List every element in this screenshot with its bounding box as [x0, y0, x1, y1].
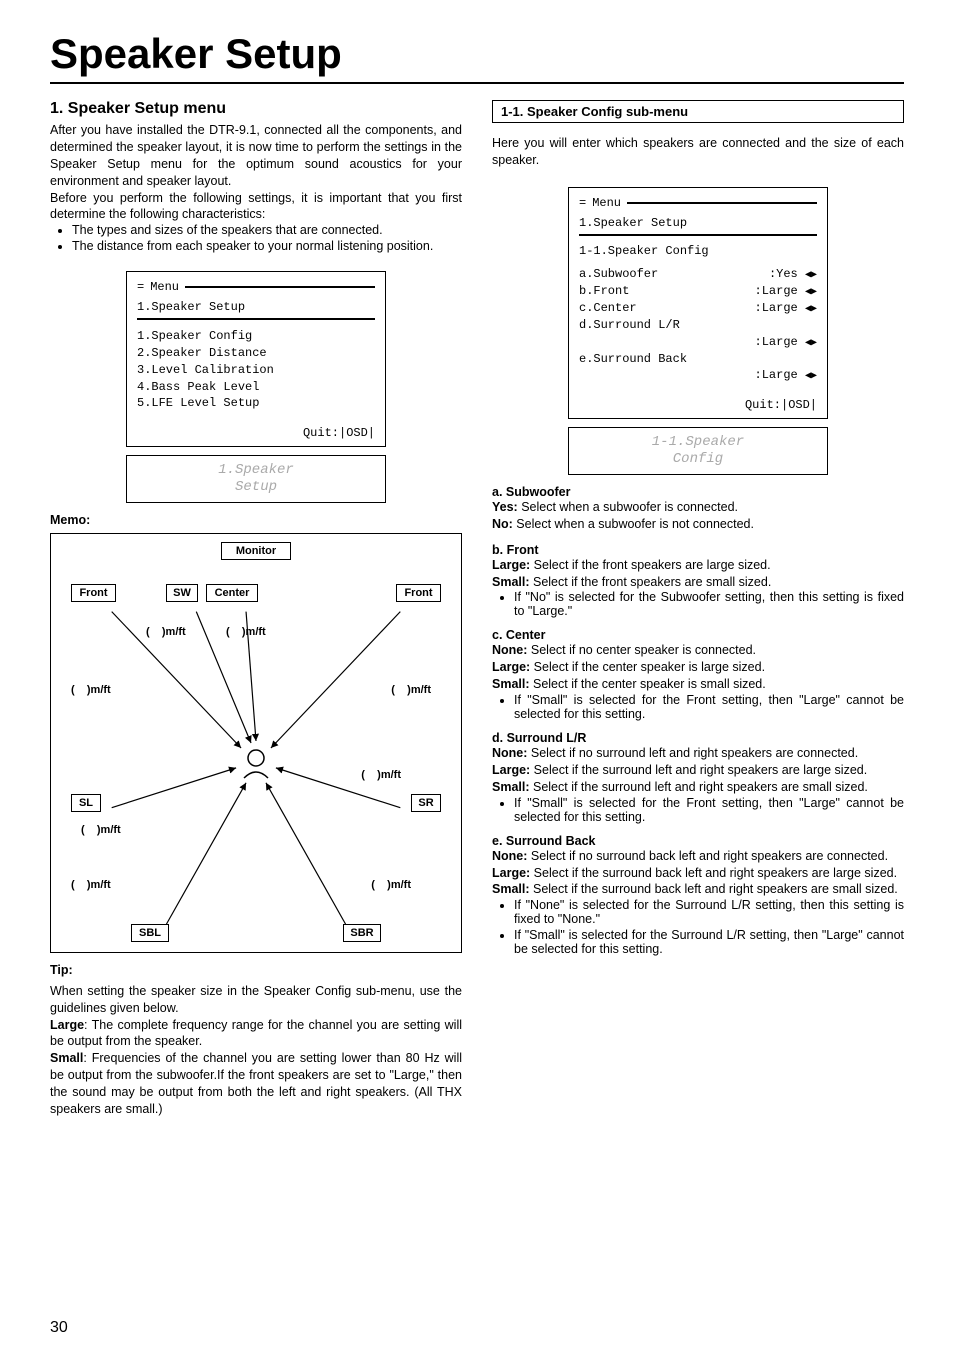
bullet: The distance from each speaker to your n… — [72, 239, 462, 253]
right-intro: Here you will enter which speakers are c… — [492, 135, 904, 169]
osd-setup-label: 1.Speaker Setup — [137, 300, 375, 320]
note: If "Small" is selected for the Surround … — [514, 928, 904, 956]
osd-row-label: a.Subwoofer — [579, 266, 658, 283]
osd-item: 4.Bass Peak Level — [137, 379, 375, 396]
osd-menu-label: Menu — [592, 196, 621, 210]
tip-large: Large: The complete frequency range for … — [50, 1017, 462, 1051]
lcd-line: Setup — [137, 479, 375, 496]
osd-row-label: e.Surround Back — [579, 351, 687, 368]
tip-intro: When setting the speaker size in the Spe… — [50, 983, 462, 1017]
osd-row-label: d.Surround L/R — [579, 317, 680, 334]
diagram-unit: ( )m/ft — [371, 879, 411, 891]
osd-item: 2.Speaker Distance — [137, 345, 375, 362]
param-c: c. Center None: Select if no center spea… — [492, 628, 904, 721]
note: If "Small" is selected for the Front set… — [514, 693, 904, 721]
diagram-unit: ( )m/ft — [71, 879, 111, 891]
osd-row-label: b.Front — [579, 283, 629, 300]
osd-row-label: c.Center — [579, 300, 637, 317]
lcd-line: 1.Speaker — [137, 462, 375, 479]
intro-2: Before you perform the following setting… — [50, 190, 462, 224]
osd-menu-label: Menu — [150, 280, 179, 294]
lcd-line: Config — [579, 451, 817, 468]
speaker-diagram: Monitor Front SW Center Front SL SR SBL … — [50, 533, 462, 953]
diagram-unit: ( )m/ft — [71, 684, 111, 696]
diagram-unit: ( )m/ft — [391, 684, 431, 696]
osd-item: 1.Speaker Config — [137, 328, 375, 345]
osd-item: 5.LFE Level Setup — [137, 395, 375, 412]
diagram-unit: ( )m/ft — [146, 626, 186, 638]
left-column: 1. Speaker Setup menu After you have ins… — [50, 100, 462, 1118]
diagram-unit: ( )m/ft — [81, 824, 121, 836]
memo-label: Memo: — [50, 513, 462, 527]
osd-item: 3.Level Calibration — [137, 362, 375, 379]
param-e: e. Surround Back None: Select if no surr… — [492, 834, 904, 957]
note: If "Small" is selected for the Front set… — [514, 796, 904, 824]
param-d: d. Surround L/R None: Select if no surro… — [492, 731, 904, 824]
tip-small: Small: Frequencies of the channel you ar… — [50, 1050, 462, 1118]
lcd-display: 1.Speaker Setup — [126, 455, 386, 503]
param-a: a. Subwoofer Yes: Select when a subwoofe… — [492, 485, 904, 533]
tip-label: Tip: — [50, 963, 462, 977]
intro-1: After you have installed the DTR-9.1, co… — [50, 122, 462, 190]
diagram-unit: ( )m/ft — [226, 626, 266, 638]
sub-title: 1-1. Speaker Config sub-menu — [492, 100, 904, 123]
osd-quit: Quit:|OSD| — [137, 426, 375, 440]
page-title: Speaker Setup — [50, 30, 904, 84]
note: If "No" is selected for the Subwoofer se… — [514, 590, 904, 618]
osd-setup-label: 1.Speaker Setup — [579, 216, 817, 236]
note: If "None" is selected for the Surround L… — [514, 898, 904, 926]
diagram-unit: ( )m/ft — [361, 769, 401, 781]
osd-config: =Menu 1.Speaker Setup 1-1.Speaker Config… — [568, 187, 828, 420]
osd-menu: =Menu 1.Speaker Setup 1.Speaker Config 2… — [126, 271, 386, 447]
osd-config-label: 1-1.Speaker Config — [579, 244, 817, 258]
right-column: 1-1. Speaker Config sub-menu Here you wi… — [492, 100, 904, 1118]
page-number: 30 — [50, 1319, 68, 1337]
lcd-line: 1-1.Speaker — [579, 434, 817, 451]
lcd-display: 1-1.Speaker Config — [568, 427, 828, 475]
section-title: 1. Speaker Setup menu — [50, 100, 462, 118]
param-b: b. Front Large: Select if the front spea… — [492, 543, 904, 619]
intro-bullets: The types and sizes of the speakers that… — [72, 223, 462, 253]
osd-quit: Quit:|OSD| — [579, 398, 817, 412]
bullet: The types and sizes of the speakers that… — [72, 223, 462, 237]
